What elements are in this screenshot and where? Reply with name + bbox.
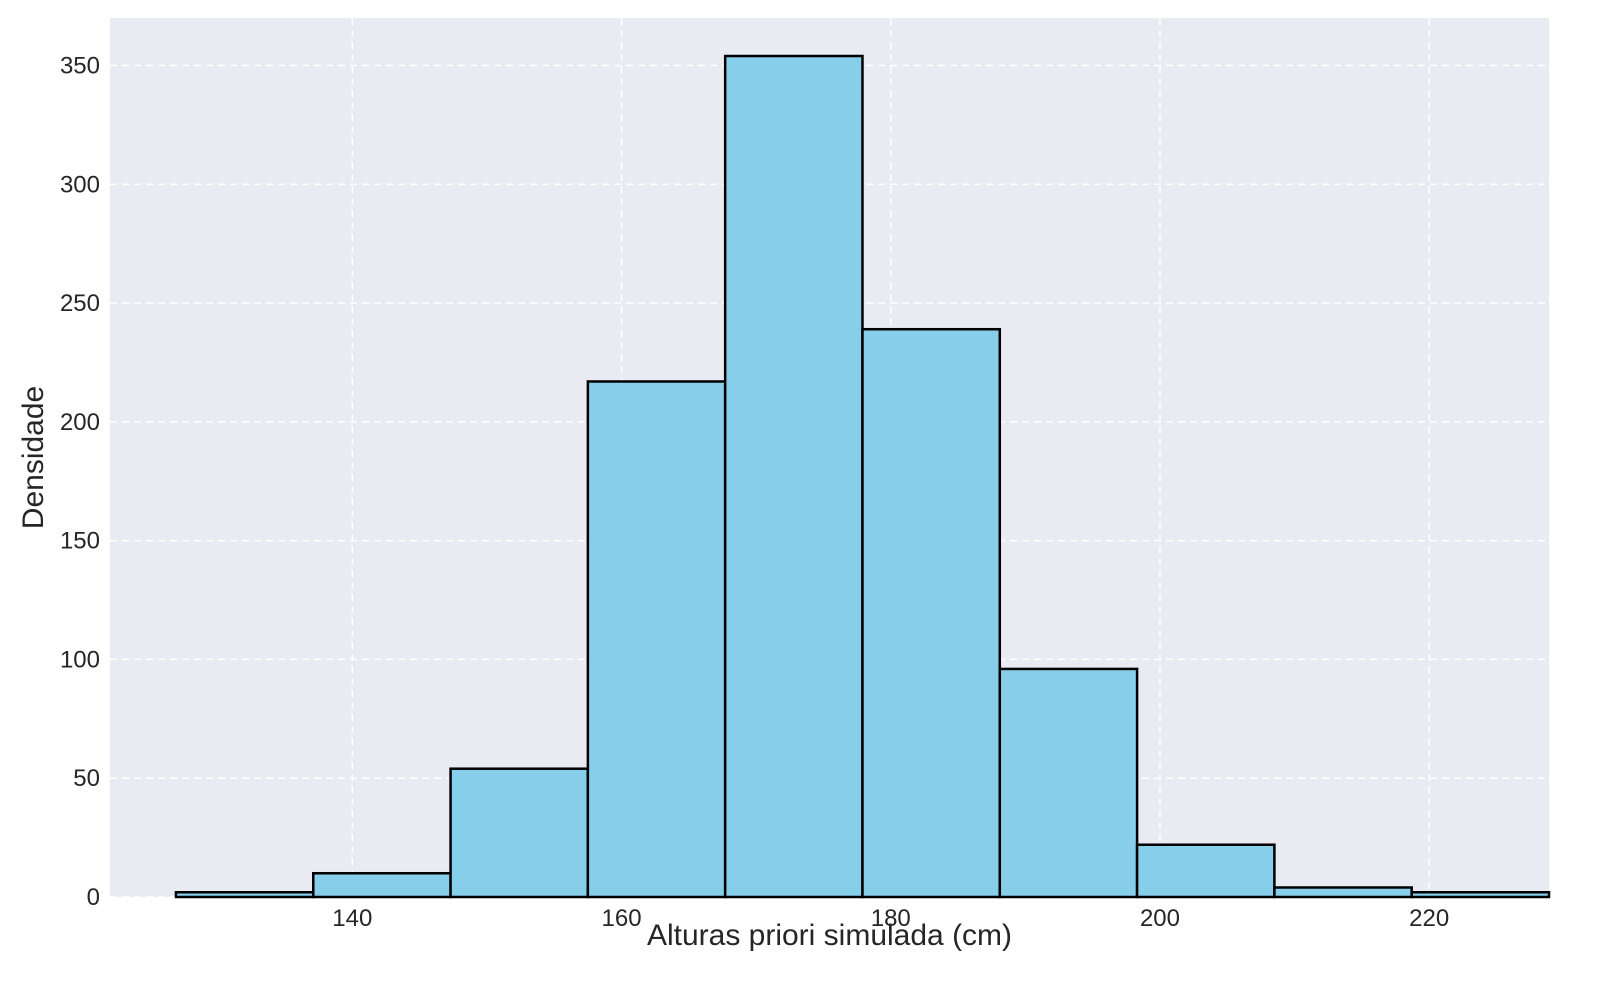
y-tick-label: 100	[60, 646, 100, 673]
y-tick-label: 50	[73, 765, 100, 792]
histogram-bar	[449, 767, 590, 899]
histogram-bar	[861, 327, 1002, 899]
histogram-bar	[723, 54, 864, 899]
y-tick-label: 150	[60, 528, 100, 555]
y-tick-label: 0	[87, 884, 100, 911]
histogram-bar	[312, 871, 452, 899]
histogram-bar	[1135, 843, 1276, 899]
x-tick-label: 180	[871, 905, 911, 932]
x-tick-label: 140	[332, 905, 372, 932]
y-tick-labels: 0 50 100 150 200 250 300 350	[60, 53, 100, 911]
histogram-bar	[1273, 886, 1413, 899]
histogram-bar	[1410, 890, 1551, 899]
histogram-bar	[998, 667, 1139, 899]
x-tick-label: 160	[602, 905, 642, 932]
y-tick-label: 350	[60, 53, 100, 80]
x-tick-label: 200	[1140, 905, 1180, 932]
histogram-bar	[174, 890, 315, 899]
x-tick-label: 220	[1409, 905, 1449, 932]
x-axis-label: Alturas priori simulada (cm)	[647, 919, 1012, 952]
histogram-bar	[586, 380, 727, 899]
y-tick-label: 250	[60, 290, 100, 317]
bars	[174, 54, 1551, 899]
x-tick-labels: 140 160 180 200 220	[332, 905, 1449, 932]
y-tick-label: 200	[60, 409, 100, 436]
y-axis-label: Densidade	[17, 386, 50, 529]
y-tick-label: 300	[60, 171, 100, 198]
